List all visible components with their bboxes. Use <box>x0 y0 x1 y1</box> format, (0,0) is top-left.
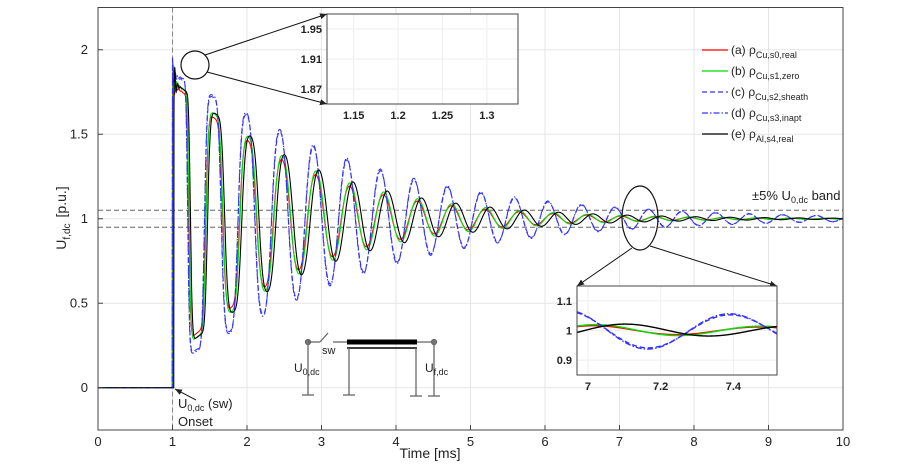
inset-top-box <box>326 13 519 105</box>
inset-bottom-ticks: 7 7.2 7.4 0.9 1 1.1 <box>557 296 742 393</box>
x-tick-label: 2 <box>243 434 250 449</box>
inset-bottom-x-tick-label: 7 <box>585 381 591 393</box>
onset-arrow <box>174 388 197 401</box>
x-tick-label: 1 <box>169 434 176 449</box>
inset-bottom-series-line-e <box>577 323 777 337</box>
inset-top-x-tick-label: 1.25 <box>432 110 453 122</box>
switch-label: sw <box>322 345 336 357</box>
inset-bottom-box <box>576 285 778 376</box>
legend-label-a: (a) ρCu,s0,real <box>731 43 797 60</box>
inset-bottom-grid <box>577 286 777 375</box>
zoom-line <box>576 247 633 287</box>
series-line-e <box>98 67 843 389</box>
zoom-line <box>204 13 328 56</box>
y-tick-label: 1 <box>81 211 88 226</box>
x-tick-label: 3 <box>318 434 325 449</box>
band-label: ±5% U0,dc band <box>752 188 841 205</box>
inset-top-y-tick-label: 1.91 <box>301 54 322 66</box>
y-axis-label: Uf,dc[p.u.] <box>53 186 73 249</box>
y-ticks: 0 0.5 1 1.5 2 <box>70 42 103 395</box>
inset-bottom-y-tick-label: 0.9 <box>557 355 572 367</box>
x-tick-label: 0 <box>94 434 101 449</box>
onset-label: Onset <box>178 414 213 429</box>
inset-top-x-tick-label: 1.15 <box>343 110 364 122</box>
circuit-diagram <box>302 332 440 397</box>
source-voltage-label: U0,dc <box>294 361 320 377</box>
inset-bottom-series-line-d <box>577 311 777 350</box>
y-tick-label: 0 <box>81 380 88 395</box>
x-axis-label: Time [ms] <box>400 445 461 461</box>
inset-top-grid <box>327 14 518 104</box>
x-tick-label: 5 <box>467 434 474 449</box>
x-tick-label: 9 <box>765 434 772 449</box>
zoom-line <box>206 71 328 106</box>
zoom-ellipse-bottom <box>621 185 659 251</box>
x-ticks: 0 1 2 3 4 5 6 7 8 9 10 <box>94 425 850 449</box>
onset-switch-label: U0,dc (sw) <box>178 396 233 413</box>
x-tick-label: 6 <box>541 434 548 449</box>
inset-bottom-y-tick-label: 1.1 <box>557 296 572 308</box>
inset-bottom-y-tick-label: 1 <box>566 326 572 338</box>
inset-top-x-tick-label: 1.3 <box>479 110 494 122</box>
x-tick-label: 7 <box>616 434 623 449</box>
inset-bottom-series <box>577 311 777 350</box>
inset-top-ticks: 1.15 1.2 1.25 1.3 1.87 1.91 1.95 <box>301 24 495 122</box>
legend: (a) ρCu,s0,real (b) ρCu,s1,zero (c) ρCu,s2… <box>702 43 808 144</box>
legend-label-c: (c) ρCu,s2,sheath <box>731 85 808 102</box>
zoom-line <box>649 245 778 287</box>
far-end-voltage-label: Uf,dc <box>425 361 449 377</box>
main-series <box>98 57 843 389</box>
x-tick-label: 8 <box>690 434 697 449</box>
inset-top-y-tick-label: 1.87 <box>301 84 322 96</box>
legend-label-d: (d) ρCu,s3,inapt <box>731 106 802 123</box>
legend-label-b: (b) ρCu,s1,zero <box>731 64 799 81</box>
x-tick-label: 4 <box>392 434 399 449</box>
y-tick-label: 1.5 <box>70 126 88 141</box>
inset-bottom-x-tick-label: 7.4 <box>726 381 742 393</box>
y-tick-label: 0.5 <box>70 295 88 310</box>
legend-label-e: (e) ρAl,s4,real <box>731 127 793 144</box>
inset-top-x-tick-label: 1.2 <box>390 110 405 122</box>
y-tick-label: 2 <box>81 42 88 57</box>
x-tick-label: 10 <box>836 434 850 449</box>
inset-top-y-tick-label: 1.95 <box>301 24 322 36</box>
zoom-circle-top <box>180 50 210 80</box>
inset-bottom-x-tick-label: 7.2 <box>653 381 668 393</box>
